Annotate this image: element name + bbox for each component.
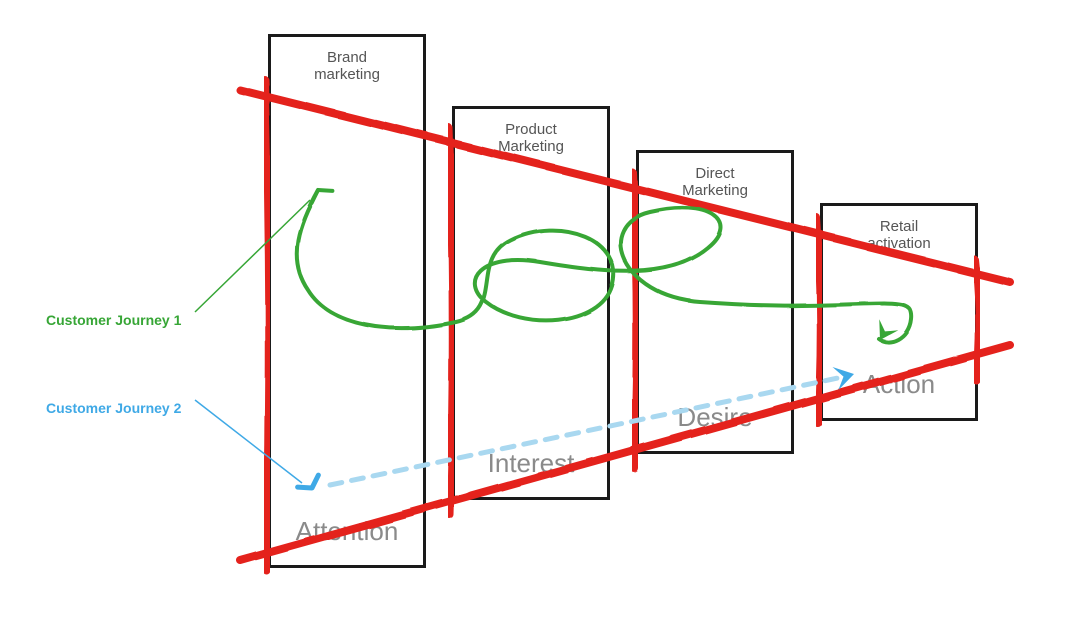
stage-retail: Retailactivation Action: [820, 203, 978, 421]
stage-direct-header: DirectMarketing: [639, 165, 791, 200]
stage-brand-footer: Attention: [271, 516, 423, 547]
stage-product-footer: Interest: [455, 448, 607, 479]
stage-product: ProductMarketing Interest: [452, 106, 610, 500]
stage-brand: Brandmarketing Attention: [268, 34, 426, 568]
stage-retail-header: Retailactivation: [823, 218, 975, 253]
stage-direct-footer: Desire: [639, 402, 791, 433]
stage-direct: DirectMarketing Desire: [636, 150, 794, 454]
stage-brand-header: Brandmarketing: [271, 49, 423, 84]
stage-retail-footer: Action: [823, 369, 975, 400]
legend-journey-2: Customer Journey 2: [46, 400, 181, 416]
legend-journey-1: Customer Journey 1: [46, 312, 181, 328]
stage-product-header: ProductMarketing: [455, 121, 607, 156]
